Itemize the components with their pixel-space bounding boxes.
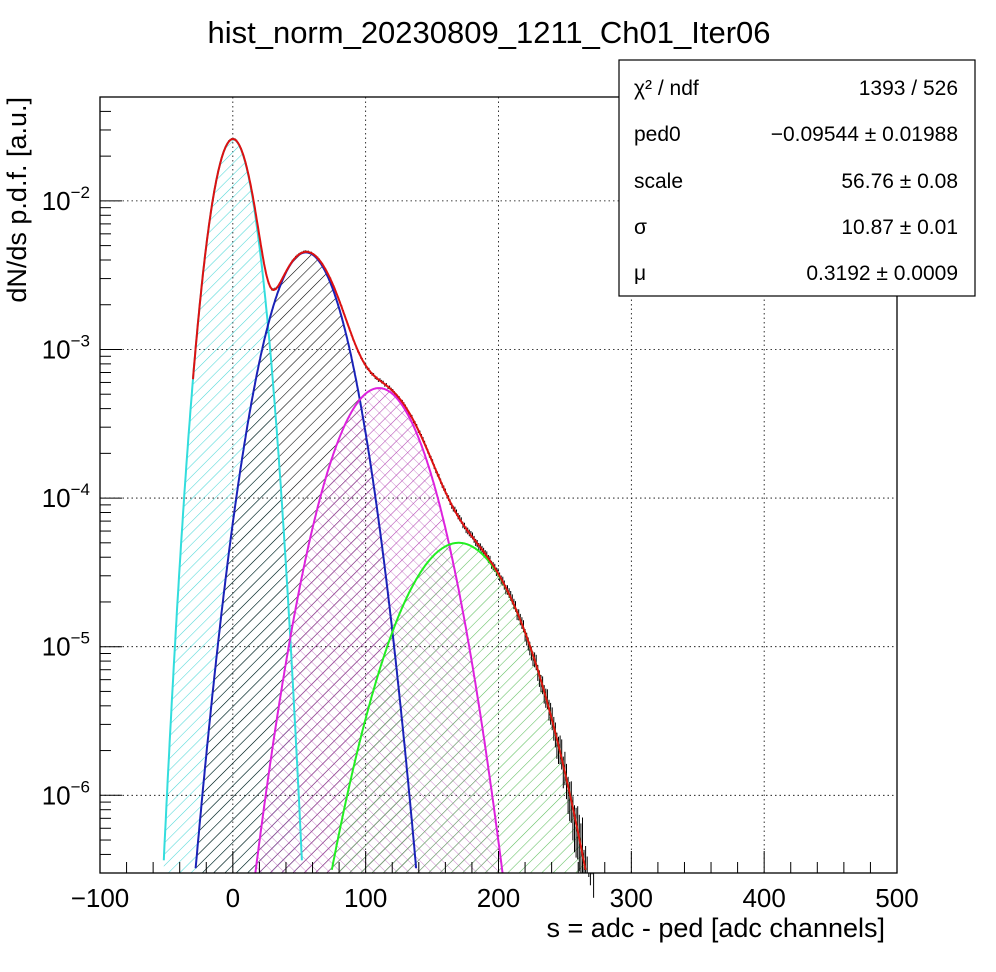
stats-value: 1393 / 526 [859,77,958,100]
fit-curves [162,137,587,873]
total-fit-curve [192,137,587,871]
stats-box: χ² / ndf 1393 / 526 ped0 −0.09544 ± 0.01988… [618,59,976,297]
stats-label: μ [634,262,646,285]
stats-value: 56.76 ± 0.08 [841,170,958,193]
x-tick-label: 200 [477,883,520,913]
y-tick-label: 10−4 [42,480,90,513]
y-tick-label: 10−2 [42,183,90,216]
chart-title: hist_norm_20230809_1211_Ch01_Iter06 [207,15,770,50]
y-tick-label: 10−3 [42,331,90,364]
stats-label: ped0 [634,123,681,146]
stats-value: −0.09544 ± 0.01988 [771,123,958,146]
component-3-curve [254,387,504,873]
x-tick-label: 500 [875,883,918,913]
y-axis: 10−6 10−5 10−4 10−3 10−2 [42,96,122,874]
y-tick-label: 10−6 [42,777,90,810]
x-tick-label: 100 [344,883,387,913]
stats-value: 0.3192 ± 0.0009 [806,262,958,285]
x-tick-label: −100 [71,883,130,913]
x-tick-label: 300 [610,883,653,913]
stats-label: σ [634,216,647,239]
stats-box-frame [618,59,976,297]
stats-label: scale [634,170,683,193]
stats-label: χ² / ndf [634,77,699,100]
y-axis-title: dN/ds p.d.f. [a.u.] [2,97,32,303]
x-tick-label: 400 [742,883,785,913]
x-tick-label: 0 [226,883,240,913]
x-axis: −100 0 100 200 300 400 500 [71,851,919,913]
stats-value: 10.87 ± 0.01 [841,216,958,239]
y-tick-label: 10−5 [42,629,90,662]
x-axis-title: s = adc - ped [adc channels] [547,913,885,943]
